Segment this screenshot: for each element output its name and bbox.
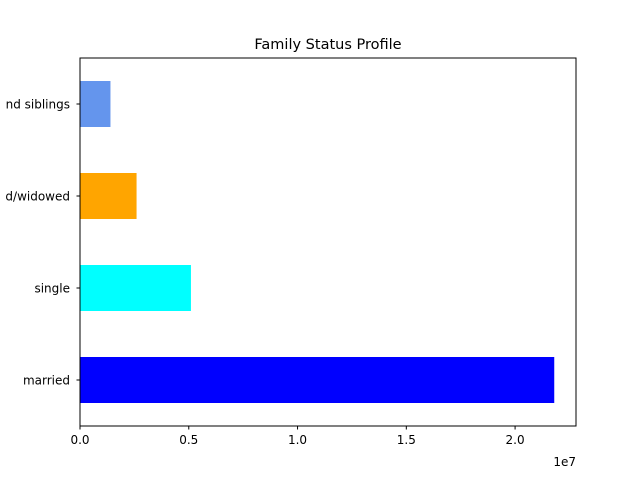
bar-separated-widowed <box>80 173 137 219</box>
y-tick-label: d/widowed <box>5 190 70 204</box>
x-tick-label: 1.0 <box>288 433 307 447</box>
x-axis: 0.0 0.5 1.0 1.5 2.0 <box>70 426 525 447</box>
y-tick-label: married <box>23 374 70 388</box>
bar-spouse-and-siblings <box>80 81 111 127</box>
x-tick-label: 0.5 <box>179 433 198 447</box>
y-axis: married single d/widowed nd siblings <box>5 98 80 388</box>
y-tick-label: nd siblings <box>6 98 70 112</box>
bar-married <box>80 357 555 403</box>
y-tick-label: single <box>34 282 70 296</box>
x-tick-label: 2.0 <box>506 433 525 447</box>
plot-frame <box>79 57 577 427</box>
bar-single <box>80 265 191 311</box>
x-tick-label: 1.5 <box>397 433 416 447</box>
x-tick-label: 0.0 <box>70 433 89 447</box>
x-axis-offset-label: 1e7 <box>553 455 576 469</box>
bars-layer <box>80 81 555 403</box>
chart-title: Family Status Profile <box>254 37 401 53</box>
